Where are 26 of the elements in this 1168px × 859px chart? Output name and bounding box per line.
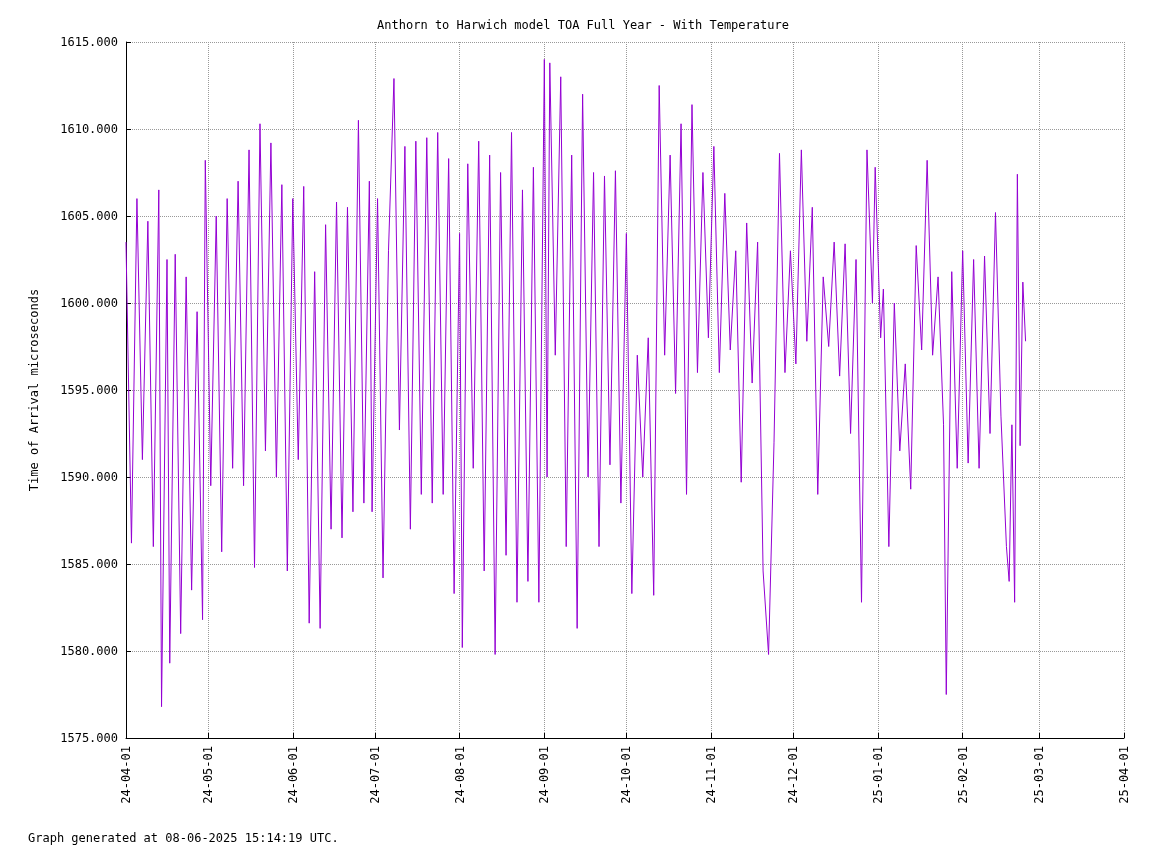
y-tick-label: 1615.000 [60, 35, 118, 49]
x-tick-label: 25-03-01 [1032, 746, 1047, 804]
y-tick-label: 1595.000 [60, 383, 118, 397]
x-tick-label: 24-07-01 [367, 746, 382, 804]
x-tick-label: 25-04-01 [1117, 746, 1131, 804]
x-tick-label: 24-11-01 [704, 746, 719, 804]
y-tick-label: 1610.000 [60, 122, 118, 136]
y-tick-label: 1590.000 [60, 470, 118, 484]
chart-title: Anthorn to Harwich model TOA Full Year - With Temperature [377, 18, 789, 32]
x-tick-label: 24-09-01 [537, 746, 552, 804]
x-tick-label: 24-12-01 [786, 746, 801, 804]
y-axis-title: Time of Arrival microseconds [27, 288, 41, 492]
x-tick-label: 25-02-01 [955, 746, 970, 804]
x-tick-label: 24-06-01 [285, 746, 300, 804]
y-tick-label: 1605.000 [60, 209, 118, 223]
x-tick-label: 24-08-01 [452, 746, 467, 804]
x-tick-label: 25-01-01 [870, 746, 885, 804]
x-tick-label: 24-10-01 [619, 746, 634, 804]
text: Graph generated at 08-06-2025 15:14:19 UTC. [28, 831, 339, 845]
y-tick-label: 1600.000 [60, 296, 118, 310]
y-tick-label: 1585.000 [60, 557, 118, 571]
y-tick-label: 1580.000 [60, 644, 118, 658]
x-tick-label: 24-05-01 [201, 746, 216, 804]
x-tick-label: 24-04-01 [119, 746, 133, 804]
line-series [125, 58, 1027, 708]
y-tick-label: 1575.000 [60, 731, 118, 745]
